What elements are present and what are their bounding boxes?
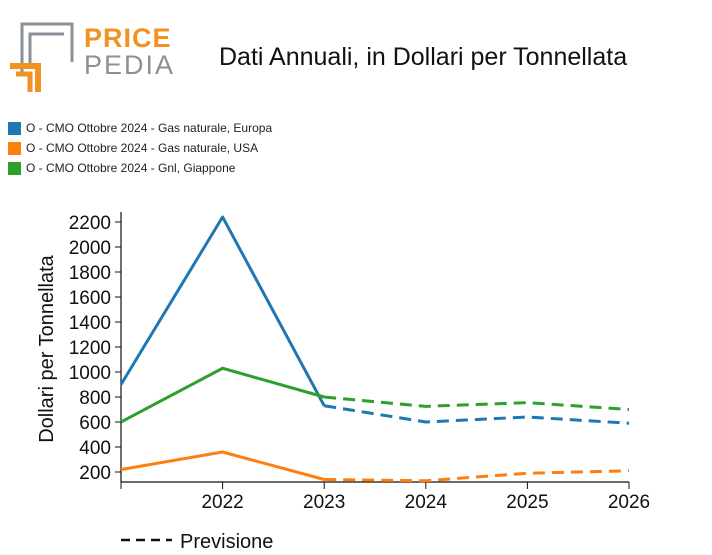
x-tick-label: 2023 bbox=[303, 492, 345, 513]
y-tick-label: 400 bbox=[79, 438, 111, 459]
y-tick-label: 600 bbox=[79, 413, 111, 434]
y-axis-label: Dollari per Tonnellata bbox=[36, 254, 58, 442]
legend-label-europa: O - CMO Ottobre 2024 - Gas naturale, Eur… bbox=[26, 121, 273, 135]
y-tick-label: 1800 bbox=[69, 263, 111, 284]
y-tick-label: 1600 bbox=[69, 288, 111, 309]
legend-swatch-europa bbox=[8, 121, 21, 135]
legend-label-usa: O - CMO Ottobre 2024 - Gas naturale, USA bbox=[26, 141, 259, 155]
logo-word-pedia: PEDIA bbox=[84, 50, 176, 80]
y-tick-label: 800 bbox=[79, 388, 111, 409]
y-tick-label: 1200 bbox=[69, 338, 111, 359]
series-forecast-line-2 bbox=[324, 395, 630, 411]
series-forecast-line-0 bbox=[323, 404, 630, 425]
y-tick-label: 2200 bbox=[69, 213, 111, 234]
series-line-2 bbox=[120, 366, 325, 424]
x-tick-label: 2025 bbox=[506, 492, 548, 513]
legend-item-giappone[interactable]: O - CMO Ottobre 2024 - Gnl, Giappone bbox=[8, 158, 272, 178]
logo-word-price: PRICE bbox=[84, 23, 172, 53]
legend-label-giappone: O - CMO Ottobre 2024 - Gnl, Giappone bbox=[26, 161, 236, 175]
series-line-1 bbox=[120, 450, 325, 481]
logo-mark-icon bbox=[10, 22, 74, 92]
series-line-0 bbox=[119, 215, 326, 407]
y-tick-label: 1000 bbox=[69, 363, 111, 384]
legend-swatch-usa bbox=[8, 141, 21, 155]
x-tick-label: 2026 bbox=[608, 492, 650, 513]
y-tick-label: 2000 bbox=[69, 238, 111, 259]
chart-title: Dati Annuali, in Dollari per Tonnellata bbox=[219, 43, 628, 71]
forecast-legend-label: Previsione bbox=[180, 531, 273, 553]
pricepedia-logo: PRICE PEDIA bbox=[8, 22, 173, 94]
legend-swatch-giappone bbox=[8, 161, 21, 175]
series-forecast-line-1 bbox=[324, 469, 630, 483]
x-tick-label: 2022 bbox=[201, 492, 243, 513]
legend-item-usa[interactable]: O - CMO Ottobre 2024 - Gas naturale, USA bbox=[8, 138, 272, 158]
x-tick-label: 2024 bbox=[405, 492, 448, 513]
legend-item-europa[interactable]: O - CMO Ottobre 2024 - Gas naturale, Eur… bbox=[8, 118, 272, 138]
y-tick-label: 200 bbox=[79, 463, 111, 484]
y-tick-label: 1400 bbox=[69, 313, 111, 334]
legend: O - CMO Ottobre 2024 - Gas naturale, Eur… bbox=[8, 118, 272, 178]
